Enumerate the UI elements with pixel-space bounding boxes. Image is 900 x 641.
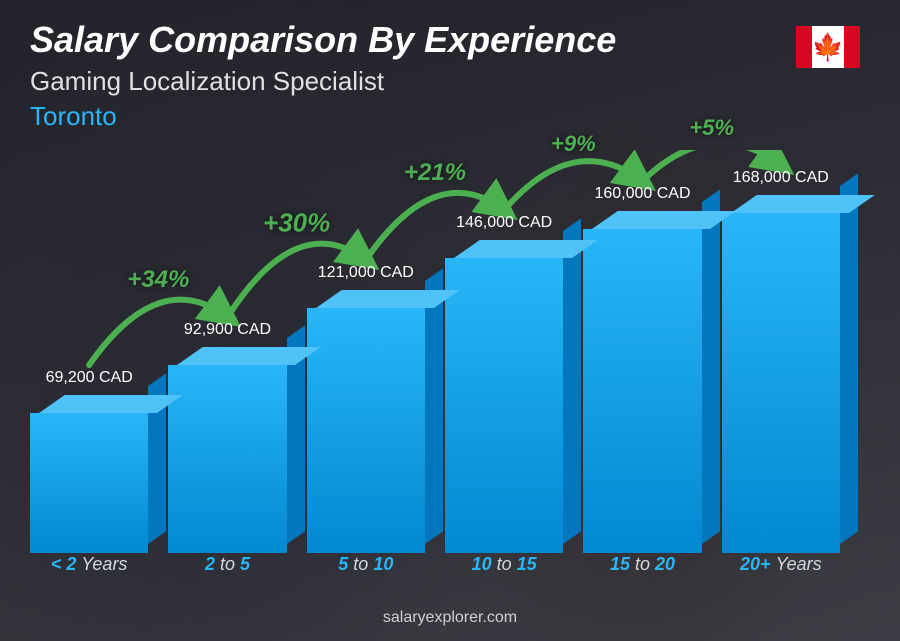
- x-label-4: 15 to 20: [583, 554, 701, 575]
- header: Salary Comparison By Experience Gaming L…: [30, 20, 860, 132]
- chart-title: Salary Comparison By Experience: [30, 20, 860, 60]
- x-label-0: < 2 Years: [30, 554, 148, 575]
- bar-value-label: 168,000 CAD: [733, 169, 829, 187]
- bar-value-label: 160,000 CAD: [594, 185, 690, 203]
- bars-container: 69,200 CAD 92,900 CAD 121,000 CAD 146,00…: [30, 150, 840, 535]
- bar-3: 146,000 CAD: [445, 214, 563, 535]
- x-axis-labels: < 2 Years 2 to 5 5 to 10 10 to 15 15 to 20 20…: [30, 554, 840, 575]
- container: Salary Comparison By Experience Gaming L…: [0, 0, 900, 641]
- bar-5: 168,000 CAD: [722, 169, 840, 535]
- bar-value-label: 121,000 CAD: [318, 264, 414, 282]
- bar-4: 160,000 CAD: [583, 185, 701, 535]
- x-label-1: 2 to 5: [168, 554, 286, 575]
- bar-value-label: 146,000 CAD: [456, 214, 552, 232]
- bar-0: 69,200 CAD: [30, 369, 148, 535]
- x-label-2: 5 to 10: [307, 554, 425, 575]
- bar-value-label: 92,900 CAD: [184, 321, 271, 339]
- footer-text: salaryexplorer.com: [0, 609, 900, 627]
- bar-1: 92,900 CAD: [168, 321, 286, 535]
- bar-value-label: 69,200 CAD: [46, 369, 133, 387]
- chart-location: Toronto: [30, 101, 860, 132]
- chart-area: 69,200 CAD 92,900 CAD 121,000 CAD 146,00…: [30, 150, 840, 575]
- x-label-3: 10 to 15: [445, 554, 563, 575]
- chart-subtitle: Gaming Localization Specialist: [30, 66, 860, 97]
- canada-flag-icon: 🍁: [796, 26, 860, 68]
- x-label-5: 20+ Years: [722, 554, 840, 575]
- bar-2: 121,000 CAD: [307, 264, 425, 535]
